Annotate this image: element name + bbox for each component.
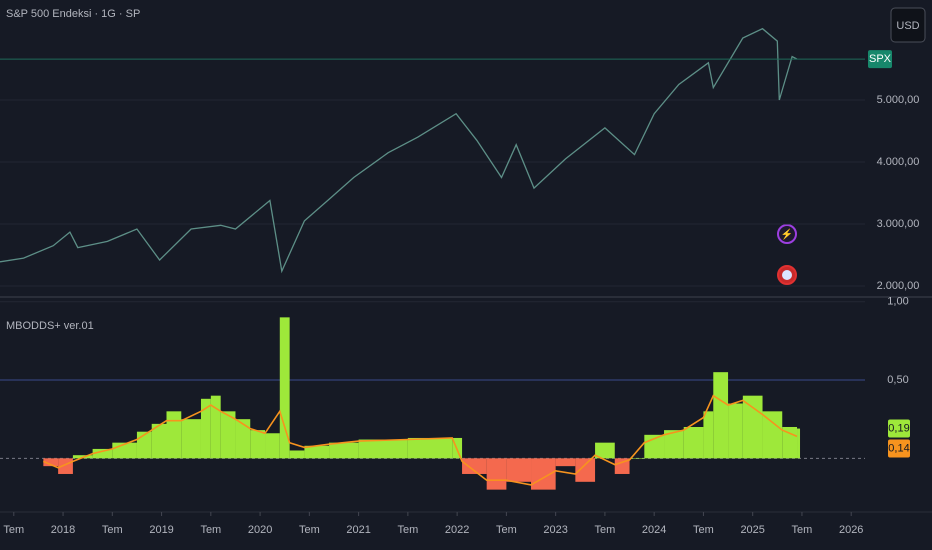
- x-tick-label: 2019: [149, 524, 173, 536]
- x-tick-label: 2023: [543, 524, 567, 536]
- histogram-bar: [797, 428, 801, 459]
- x-tick-label: Tem: [693, 524, 714, 536]
- histogram-bar: [279, 317, 290, 459]
- x-tick-label: Tem: [595, 524, 616, 536]
- flag-icon-inner: [782, 270, 792, 280]
- histogram-bar: [683, 426, 704, 459]
- x-tick-label: 2021: [346, 524, 370, 536]
- x-tick-label: 2024: [642, 524, 666, 536]
- x-tick-label: 2022: [445, 524, 469, 536]
- histogram-bar: [289, 450, 305, 459]
- x-tick-label: Tem: [299, 524, 320, 536]
- y-tick-label: 0,50: [887, 374, 908, 386]
- x-tick-label: Tem: [496, 524, 517, 536]
- symbol-label: SPX: [869, 53, 892, 65]
- value-tag-label: 0,14: [888, 442, 909, 454]
- histogram-bar: [728, 403, 743, 459]
- symbol-tag: [868, 50, 892, 69]
- histogram-bar: [265, 433, 280, 459]
- x-tick-label: Tem: [397, 524, 418, 536]
- histogram-bar: [555, 458, 576, 467]
- histogram-bar: [358, 439, 408, 459]
- y-tick-label: 5.000,00: [877, 94, 920, 106]
- histogram-bar: [220, 411, 236, 459]
- y-tick-label: 1,00: [887, 296, 908, 308]
- histogram-bar: [742, 395, 763, 459]
- histogram-bar: [614, 458, 630, 474]
- x-tick-label: 2026: [839, 524, 863, 536]
- x-tick-label: 2020: [248, 524, 272, 536]
- value-tag: [888, 419, 910, 438]
- histogram-bar: [595, 442, 615, 459]
- event-icon-glyph: ⚡: [781, 228, 793, 241]
- histogram-bar: [506, 458, 532, 482]
- y-tick-label: 4.000,00: [877, 156, 920, 168]
- histogram-bar: [235, 419, 251, 459]
- histogram-bar: [151, 423, 167, 459]
- chart-title: S&P 500 Endeksi · 1G · SP: [6, 8, 140, 20]
- x-tick-label: Tem: [792, 524, 813, 536]
- x-tick-label: 2025: [740, 524, 764, 536]
- histogram-bar: [250, 430, 266, 459]
- histogram-bar: [166, 411, 182, 459]
- indicator-title: MBODDS+ ver.01: [6, 320, 94, 332]
- x-tick-label: Tem: [200, 524, 221, 536]
- histogram-bar: [304, 445, 330, 459]
- value-tag-label: 0,19: [888, 422, 909, 434]
- y-tick-label: 2.000,00: [877, 280, 920, 292]
- histogram-bar: [329, 442, 359, 459]
- histogram-bar: [407, 437, 453, 459]
- x-tick-label: Tem: [102, 524, 123, 536]
- histogram-bar: [629, 458, 645, 459]
- currency[interactable]: USD: [896, 20, 919, 32]
- histogram-bar: [703, 411, 714, 459]
- histogram-bar: [575, 458, 596, 482]
- histogram-bar: [762, 411, 783, 459]
- histogram-bar: [486, 458, 507, 490]
- histogram-bar: [43, 458, 59, 467]
- x-tick-label: 2018: [51, 524, 75, 536]
- histogram-bar: [136, 431, 152, 459]
- histogram-bar: [531, 458, 556, 490]
- histogram-bar: [664, 430, 684, 459]
- histogram-bar: [462, 458, 487, 474]
- price-line: [0, 27, 798, 274]
- histogram-bar: [92, 448, 113, 459]
- x-tick-label: Tem: [3, 524, 24, 536]
- histogram-bar: [210, 395, 221, 459]
- y-tick-label: 3.000,00: [877, 218, 920, 230]
- indicator-line: [42, 394, 798, 486]
- histogram-bar: [181, 419, 201, 459]
- value-tag: [888, 439, 910, 458]
- histogram-bar: [200, 398, 211, 459]
- event-icon[interactable]: [777, 224, 797, 244]
- currency-button[interactable]: [890, 7, 926, 43]
- histogram-bar: [713, 372, 729, 459]
